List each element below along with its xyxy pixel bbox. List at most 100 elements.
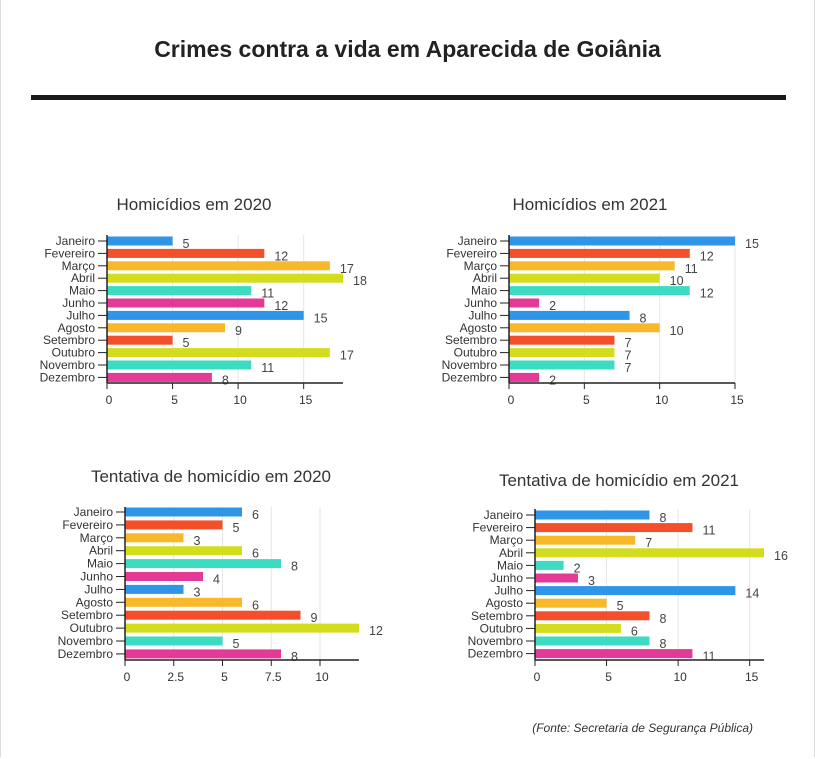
bar-fevereiro (535, 523, 693, 533)
category-label: Junho (80, 570, 113, 584)
bar-maio (535, 560, 564, 570)
category-label: Março (490, 533, 524, 547)
bar-agosto (535, 598, 607, 608)
value-label: 4 (213, 573, 220, 587)
bar-junho (535, 573, 578, 583)
x-tick-label: 5 (171, 393, 178, 407)
value-label: 7 (645, 536, 652, 550)
bar-fevereiro (509, 248, 690, 258)
bar-janeiro (125, 507, 242, 517)
bar-julho (125, 584, 184, 594)
bar-dezembro (535, 649, 693, 659)
value-label: 11 (261, 287, 274, 301)
bar-junho (509, 298, 540, 308)
bar-dezembro (125, 649, 281, 659)
value-label: 8 (222, 373, 229, 387)
value-label: 10 (670, 324, 684, 338)
category-label: Agosto (486, 596, 524, 610)
chart-title: Tentativa de homicídio em 2021 (499, 471, 739, 490)
category-label: Outubro (454, 346, 498, 360)
category-label: Agosto (58, 321, 96, 335)
bar-outubro (107, 348, 330, 358)
value-label: 6 (631, 624, 638, 638)
category-label: Agosto (76, 595, 114, 609)
value-label: 12 (274, 249, 288, 263)
value-label: 7 (624, 336, 631, 350)
bar-outubro (509, 348, 615, 358)
bar-janeiro (107, 236, 173, 246)
bar-julho (107, 310, 304, 320)
x-tick-label: 0 (508, 393, 515, 407)
value-label: 8 (291, 650, 298, 664)
category-label: Abril (473, 271, 497, 285)
category-label: Novembro (40, 358, 96, 372)
category-label: Abril (89, 544, 113, 558)
bar-março (535, 535, 636, 545)
bar-outubro (125, 623, 359, 633)
bar-janeiro (509, 236, 735, 246)
x-tick-label: 10 (655, 393, 669, 407)
bar-abril (107, 273, 343, 283)
x-tick-label: 0 (106, 393, 113, 407)
bar-abril (509, 273, 660, 283)
value-label: 3 (194, 534, 201, 548)
value-label: 5 (617, 599, 624, 613)
bar-setembro (509, 335, 615, 345)
chart-title: Tentativa de homicídio em 2020 (91, 467, 331, 486)
title-divider (31, 95, 786, 100)
bar-junho (107, 298, 265, 308)
x-tick-label: 5 (221, 670, 228, 684)
value-label: 5 (183, 237, 190, 251)
bar-dezembro (509, 372, 540, 382)
x-tick-label: 10 (315, 670, 329, 684)
category-label: Julho (494, 584, 523, 598)
value-label: 5 (183, 336, 190, 350)
category-label: Setembro (61, 608, 113, 622)
category-label: Agosto (460, 321, 498, 335)
value-label: 8 (660, 612, 667, 626)
bar-novembro (125, 636, 223, 646)
bar-janeiro (535, 510, 650, 520)
value-label: 11 (702, 524, 715, 538)
page-title: Crimes contra a vida em Aparecida de Goi… (154, 36, 661, 62)
value-label: 10 (670, 274, 684, 288)
category-label: Setembro (43, 333, 95, 347)
value-label: 14 (745, 587, 759, 601)
category-label: Setembro (471, 609, 523, 623)
bar-março (509, 261, 675, 271)
x-tick-label: 15 (299, 393, 313, 407)
value-label: 2 (574, 561, 581, 575)
bar-dezembro (107, 372, 212, 382)
x-tick-label: 10 (673, 670, 687, 684)
category-label: Fevereiro (446, 246, 497, 260)
category-label: Novembro (58, 634, 114, 648)
category-label: Julho (468, 308, 497, 322)
x-tick-label: 15 (745, 670, 759, 684)
bar-fevereiro (125, 520, 223, 530)
category-label: Dezembro (40, 370, 96, 384)
value-label: 6 (252, 547, 259, 561)
value-label: 12 (274, 299, 288, 313)
x-tick-label: 5 (605, 670, 612, 684)
x-tick-label: 0 (534, 670, 541, 684)
category-label: Junho (464, 296, 497, 310)
value-label: 16 (774, 549, 788, 563)
category-label: Julho (66, 308, 95, 322)
bar-agosto (125, 597, 242, 607)
value-label: 3 (194, 585, 201, 599)
value-label: 8 (291, 560, 298, 574)
value-label: 15 (314, 311, 328, 325)
bar-março (107, 261, 330, 271)
bar-maio (125, 559, 281, 569)
category-label: Outubro (480, 621, 524, 635)
value-label: 17 (340, 262, 354, 276)
value-label: 12 (700, 249, 714, 263)
category-label: Fevereiro (62, 518, 113, 532)
category-label: Outubro (70, 621, 114, 635)
value-label: 7 (624, 349, 631, 363)
category-label: Março (80, 531, 114, 545)
bar-setembro (107, 335, 173, 345)
category-label: Março (62, 259, 96, 273)
category-label: Maio (471, 284, 497, 298)
category-label: Fevereiro (472, 521, 523, 535)
